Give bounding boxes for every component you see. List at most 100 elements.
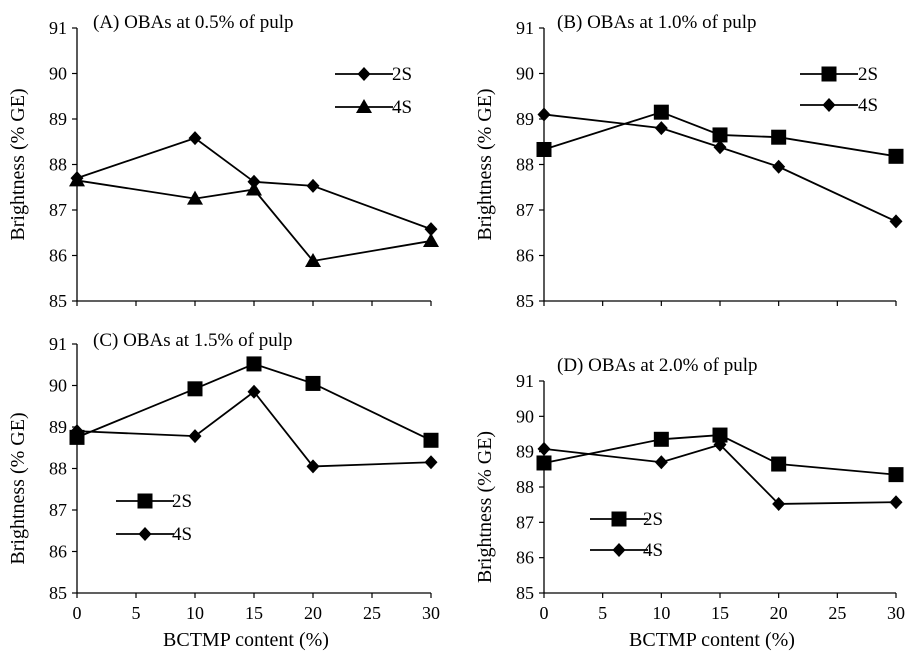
series-2S — [536, 104, 904, 164]
legend-entry-2S: 2S — [800, 64, 878, 85]
legend-entry-2S: 2S — [335, 64, 412, 85]
data-point-square — [187, 381, 203, 397]
x-tick-label: 15 — [245, 603, 263, 623]
legend-label: 4S — [858, 95, 878, 116]
x-tick-label: 20 — [770, 603, 788, 623]
y-tick-label: 89 — [49, 109, 67, 129]
legend-marker-square — [821, 66, 837, 82]
panel-title: (D) OBAs at 2.0% of pulp — [557, 355, 758, 376]
series-4S — [537, 437, 903, 511]
series-2S — [69, 356, 439, 448]
data-point-diamond — [424, 222, 438, 237]
x-axis-label: BCTMP content (%) — [629, 629, 795, 651]
y-tick-label: 87 — [516, 512, 534, 532]
chart-panel-1: 85 86 87 88 89 90 91 (A) OBAs at 0.5% of pulp Br… — [7, 12, 439, 311]
series-line — [76, 390, 432, 468]
y-tick-label: 86 — [49, 542, 67, 562]
chart-panel-2: 85 86 87 88 89 90 91 (B) OBAs at 1.0% of pulp Br… — [474, 12, 904, 311]
y-tick-label: 87 — [49, 200, 67, 220]
y-tick-label: 88 — [516, 477, 534, 497]
data-point-diamond — [713, 140, 727, 155]
data-point-diamond — [772, 496, 786, 511]
y-axis-label: Brightness (% GE) — [7, 412, 29, 564]
data-point-triangle — [305, 252, 321, 267]
legend-entry-4S: 4S — [800, 95, 878, 116]
y-tick-label: 88 — [49, 459, 67, 479]
chart-panel-3: 85 86 87 88 89 90 91 0 5 10 15 20 25 30 (C) OBAs at 1.… — [7, 330, 440, 651]
legend-label: 2S — [392, 64, 412, 85]
x-tick-label: 30 — [887, 603, 905, 623]
panel-title: (B) OBAs at 1.0% of pulp — [557, 12, 756, 33]
series-line — [543, 443, 897, 505]
y-tick-label: 89 — [49, 417, 67, 437]
y-tick-label: 91 — [516, 371, 534, 391]
y-tick-label: 90 — [516, 406, 534, 426]
data-point-square — [536, 141, 552, 157]
data-point-diamond — [424, 455, 438, 470]
data-point-square — [712, 427, 728, 443]
x-tick-label: 5 — [132, 603, 141, 623]
legend-marker-diamond — [357, 67, 371, 81]
legend-marker-diamond — [138, 527, 152, 541]
y-tick-label: 89 — [516, 109, 534, 129]
y-tick-label: 89 — [516, 442, 534, 462]
data-point-square — [653, 431, 669, 447]
series-4S — [70, 384, 438, 474]
y-tick-label: 91 — [49, 334, 67, 354]
y-tick-label: 87 — [516, 200, 534, 220]
data-point-square — [712, 127, 728, 143]
data-point-square — [246, 356, 262, 372]
x-tick-label: 0 — [540, 603, 549, 623]
legend-marker-diamond — [612, 543, 626, 557]
data-point-diamond — [70, 424, 84, 439]
series-4S — [69, 172, 439, 267]
y-tick-label: 88 — [49, 155, 67, 175]
data-point-diamond — [889, 495, 903, 510]
legend-marker-square — [137, 493, 153, 509]
x-tick-label: 0 — [73, 603, 82, 623]
series-4S — [537, 107, 903, 229]
y-tick-label: 86 — [516, 548, 534, 568]
y-tick-label: 86 — [516, 246, 534, 266]
legend-label: 4S — [643, 540, 663, 561]
x-tick-label: 10 — [652, 603, 670, 623]
legend-label: 4S — [392, 97, 412, 118]
data-point-diamond — [306, 459, 320, 474]
data-point-square — [653, 104, 669, 120]
panel-title: (C) OBAs at 1.5% of pulp — [93, 330, 292, 351]
y-axis-label: Brightness (% GE) — [7, 88, 29, 240]
data-point-diamond — [713, 437, 727, 452]
x-tick-label: 5 — [598, 603, 607, 623]
y-tick-label: 85 — [49, 583, 67, 603]
legend-entry-4S: 4S — [590, 540, 663, 561]
y-axis-label: Brightness (% GE) — [474, 431, 496, 583]
y-tick-label: 91 — [49, 18, 67, 38]
legend-label: 2S — [858, 64, 878, 85]
legend-marker-diamond — [822, 98, 836, 112]
data-point-diamond — [306, 178, 320, 193]
data-point-diamond — [654, 455, 668, 470]
data-point-diamond — [188, 131, 202, 146]
data-point-diamond — [772, 159, 786, 174]
x-axis-label: BCTMP content (%) — [163, 629, 329, 651]
data-point-square — [423, 432, 439, 448]
legend-marker-triangle — [356, 99, 372, 113]
legend-entry-2S: 2S — [590, 509, 663, 530]
data-point-diamond — [889, 214, 903, 229]
x-tick-label: 15 — [711, 603, 729, 623]
y-tick-label: 85 — [516, 291, 534, 311]
x-tick-label: 20 — [304, 603, 322, 623]
data-point-diamond — [537, 107, 551, 122]
y-tick-label: 85 — [49, 291, 67, 311]
data-point-triangle — [246, 181, 262, 196]
y-tick-label: 85 — [516, 583, 534, 603]
y-axis-label: Brightness (% GE) — [474, 88, 496, 240]
legend-label: 2S — [643, 509, 663, 530]
x-tick-label: 10 — [186, 603, 204, 623]
legend-entry-4S: 4S — [116, 524, 192, 545]
data-point-triangle — [69, 172, 85, 187]
y-tick-label: 87 — [49, 500, 67, 520]
data-point-square — [305, 375, 321, 391]
legend-label: 4S — [172, 524, 192, 545]
x-tick-label: 25 — [363, 603, 381, 623]
